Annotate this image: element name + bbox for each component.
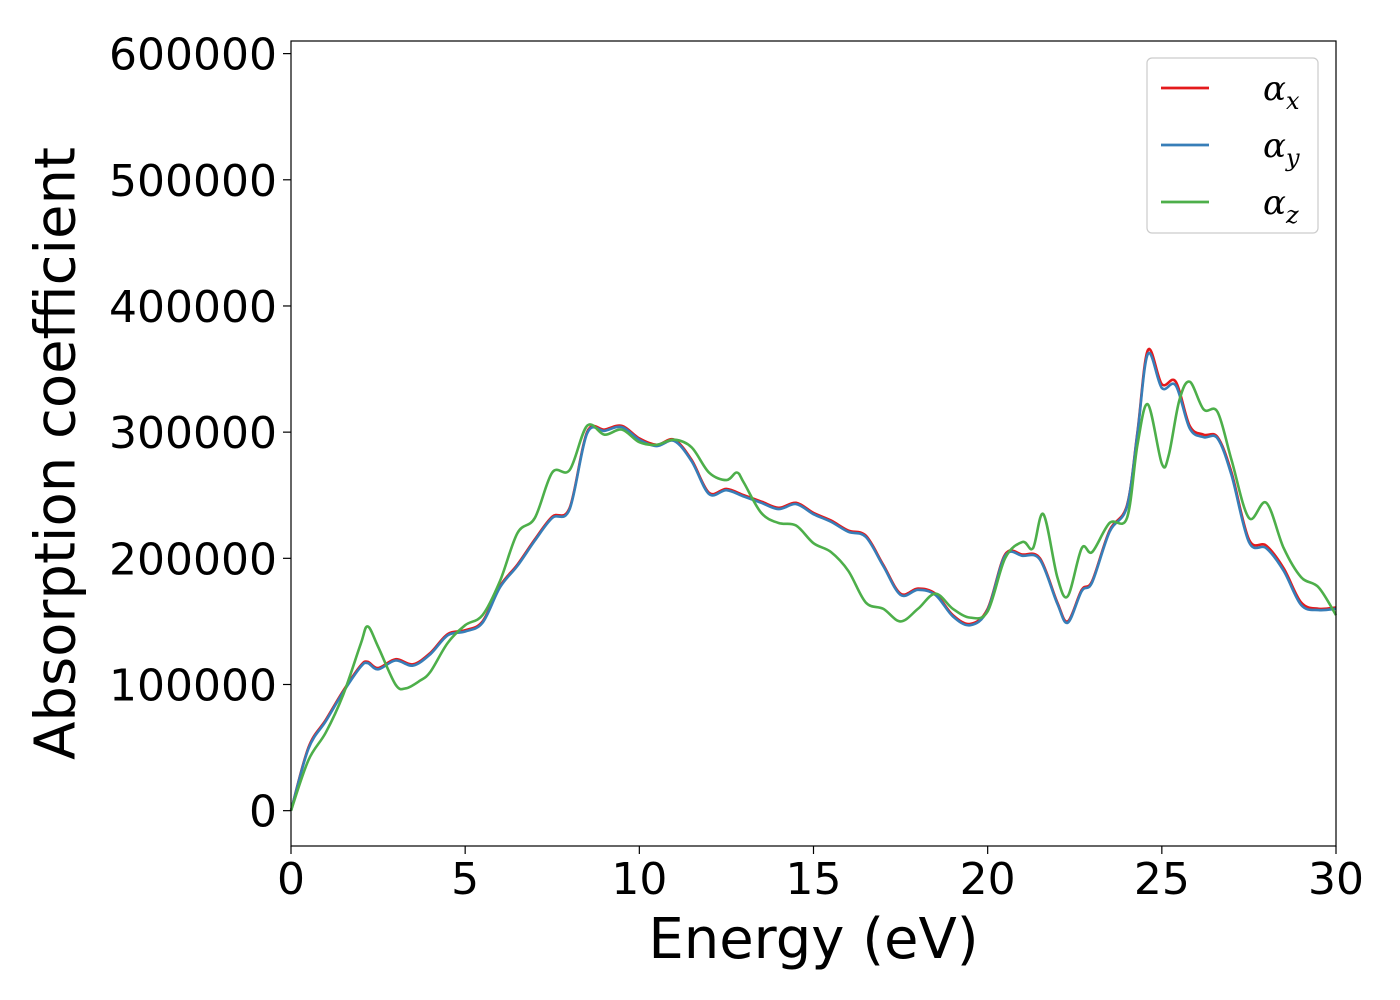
y-tick-label: 600000 [109, 30, 277, 81]
y-tick-label: 100000 [109, 660, 277, 711]
legend-box [1146, 57, 1319, 234]
y-axis-title: Absorption coefficient [24, 147, 89, 760]
x-tick-label: 25 [1134, 854, 1190, 905]
x-tick-label: 30 [1308, 854, 1364, 905]
y-axis: 0 100000 200000 300000 400000 500000 600000 [109, 30, 291, 838]
legend-label: αx [1263, 69, 1300, 115]
series-layer [289, 347, 1338, 812]
series-line-αz [289, 380, 1338, 812]
x-axis-title: Energy (eV) [648, 907, 978, 972]
x-tick-label: 0 [277, 854, 305, 905]
x-tick-label: 20 [960, 854, 1016, 905]
y-tick-label: 200000 [109, 534, 277, 585]
y-tick-label: 500000 [109, 156, 277, 207]
y-tick-label: 400000 [109, 282, 277, 333]
legend-label: αy [1263, 126, 1300, 172]
legend-label: αz [1263, 183, 1299, 229]
legend: αx αy αz [1146, 57, 1319, 234]
series-line-αy [289, 351, 1337, 812]
x-tick-label: 15 [786, 854, 842, 905]
x-tick-label: 5 [451, 854, 479, 905]
x-axis: 0 5 10 15 20 25 30 [277, 846, 1364, 905]
y-tick-label: 300000 [109, 408, 277, 459]
y-tick-label: 0 [249, 787, 277, 838]
x-tick-label: 10 [611, 854, 667, 905]
